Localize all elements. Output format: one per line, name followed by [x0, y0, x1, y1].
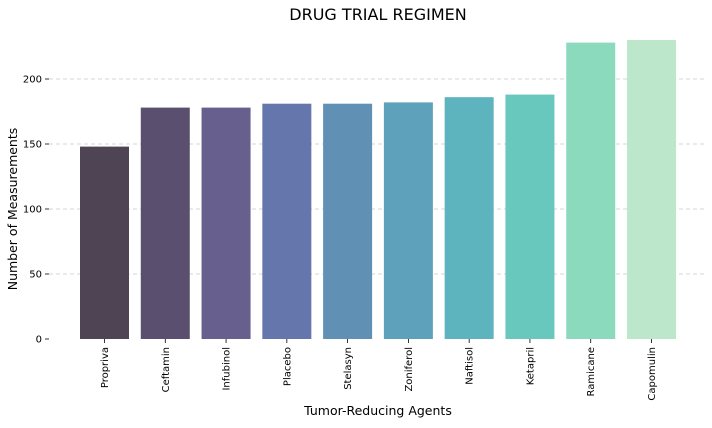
y-tick-label: 100 [23, 205, 42, 216]
bar-ceftamin [140, 107, 190, 339]
bar-stelasyn [323, 103, 373, 339]
x-tick-label-ketapril: Ketapril [525, 347, 536, 385]
x-axis: Propriva Ceftamin Infubinol Placebo Stelasyn… [100, 339, 658, 401]
bar-placebo [262, 103, 312, 339]
x-tick-label-ramicane: Ramicane [586, 347, 597, 397]
y-tick-label: 200 [23, 75, 42, 86]
bar-infubinol [201, 107, 251, 339]
x-tick-label-capomulin: Capomulin [647, 347, 658, 401]
x-tick-label-placebo: Placebo [282, 347, 293, 386]
x-tick-label-ceftamin: Ceftamin [161, 347, 172, 392]
y-tick-label: 0 [36, 335, 42, 346]
bar-ketapril [505, 94, 555, 339]
y-axis: 0 50 100 150 200 [23, 75, 49, 346]
x-tick-label-infubinol: Infubinol [222, 347, 233, 391]
chart-title: DRUG TRIAL REGIMEN [289, 5, 466, 24]
x-tick-label-stelasyn: Stelasyn [343, 347, 354, 390]
bar-naftisol [444, 97, 494, 339]
x-tick-label-propriva: Propriva [100, 347, 111, 388]
bar-propriva [80, 146, 129, 339]
bars [80, 40, 676, 340]
y-tick-label: 50 [29, 270, 42, 281]
x-axis-label: Tumor-Reducing Agents [303, 403, 452, 418]
y-tick-label: 150 [23, 140, 42, 151]
bar-capomulin [627, 40, 676, 339]
x-tick-label-zoniferol: Zoniferol [404, 347, 415, 392]
bar-zoniferol [383, 102, 433, 340]
y-axis-label: Number of Measurements [5, 128, 20, 291]
x-tick-label-naftisol: Naftisol [465, 347, 476, 385]
bar-ramicane [566, 42, 616, 339]
